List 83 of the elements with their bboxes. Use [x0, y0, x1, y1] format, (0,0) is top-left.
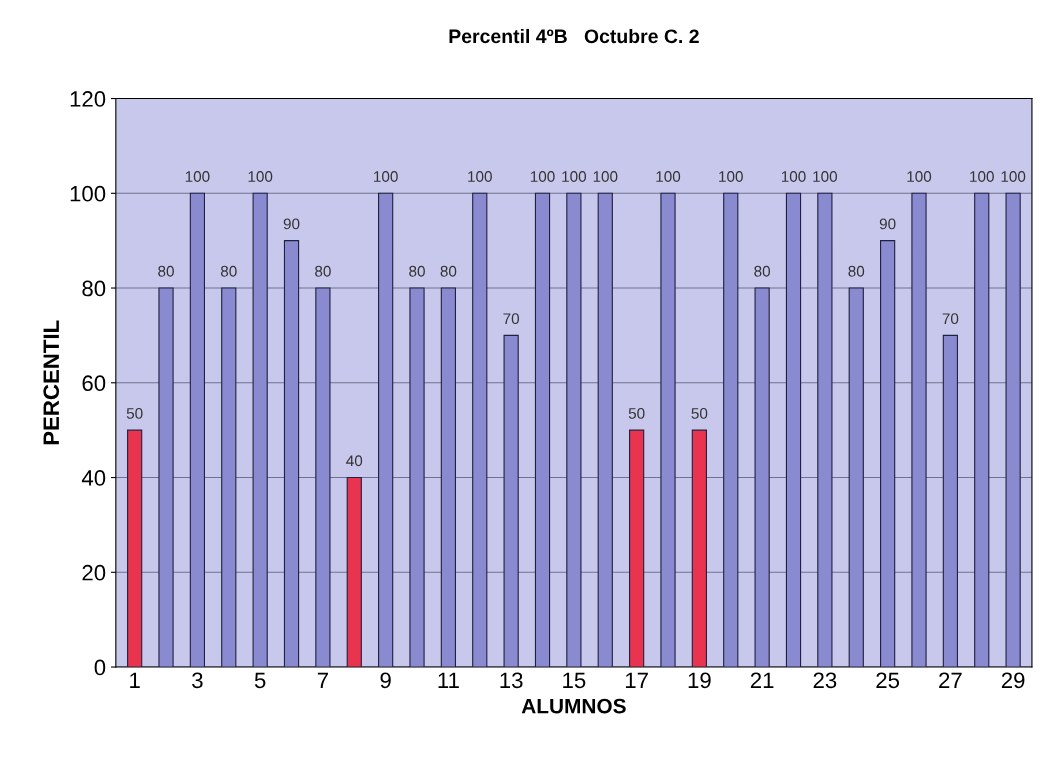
- bar: [566, 192, 582, 668]
- x-tick-label: 29: [1001, 672, 1025, 689]
- data-label: 100: [907, 171, 932, 182]
- y-axis-title: PERCENTIL: [43, 320, 60, 445]
- x-tick-label: 5: [254, 672, 266, 689]
- bar: [848, 287, 864, 668]
- data-label: 100: [530, 171, 555, 182]
- x-tick-label: 25: [876, 672, 900, 689]
- y-tick-label: 100: [70, 185, 106, 202]
- data-label: 100: [374, 171, 398, 182]
- bar: [723, 192, 739, 668]
- bar: [252, 192, 268, 668]
- data-label: 50: [628, 407, 645, 419]
- data-label: 80: [754, 265, 771, 277]
- bar: [754, 287, 770, 668]
- data-label: 50: [126, 407, 143, 419]
- bar: [817, 192, 833, 668]
- data-label: 100: [656, 171, 681, 182]
- y-tick-label: 60: [82, 375, 106, 392]
- x-axis-title: ALUMNOS: [521, 698, 626, 714]
- bar: [346, 476, 362, 668]
- bar: [127, 429, 143, 668]
- y-tick-label: 120: [70, 91, 106, 107]
- x-tick-label: 7: [317, 672, 328, 689]
- x-tick-label: 15: [563, 672, 586, 689]
- x-tick-label: 27: [939, 672, 962, 689]
- bar: [472, 192, 488, 668]
- data-label: 80: [315, 265, 331, 277]
- x-tick-label: 23: [813, 672, 837, 689]
- bar: [1005, 192, 1021, 668]
- data-label: 50: [691, 407, 708, 419]
- data-label: 100: [970, 171, 994, 182]
- bar: [942, 334, 958, 668]
- bar: [221, 287, 237, 668]
- y-tick-label: 80: [82, 280, 106, 297]
- data-label: 70: [503, 313, 520, 325]
- bar: [880, 240, 896, 668]
- bar: [409, 287, 425, 668]
- bar: [691, 429, 707, 668]
- data-label: 100: [1001, 171, 1026, 182]
- bar: [315, 287, 331, 668]
- data-label: 100: [468, 171, 492, 182]
- y-tick-label: 40: [81, 470, 106, 486]
- chart-title: Percentil 4ºB Octubre C. 2: [449, 28, 699, 44]
- data-label: 80: [158, 265, 174, 277]
- data-label: 70: [942, 313, 959, 325]
- data-label: 90: [879, 218, 896, 230]
- x-tick-label: 9: [380, 672, 391, 689]
- data-label: 80: [409, 265, 425, 277]
- data-label: 40: [346, 455, 363, 467]
- data-label: 100: [781, 171, 806, 182]
- y-tick-label: 0: [94, 659, 106, 676]
- data-label: 80: [440, 265, 457, 277]
- x-tick-label: 19: [688, 672, 711, 689]
- bar: [158, 287, 174, 668]
- data-label: 80: [220, 265, 237, 277]
- data-label: 100: [719, 171, 743, 182]
- bar: [440, 287, 457, 668]
- bar: [660, 192, 676, 668]
- x-tick-label: 11: [438, 672, 459, 689]
- bar: [629, 429, 645, 668]
- data-label: 100: [813, 171, 838, 182]
- data-label: 80: [848, 265, 865, 277]
- data-label: 100: [185, 171, 210, 182]
- bar: [597, 192, 613, 668]
- x-tick-label: 3: [192, 672, 203, 689]
- bar: [785, 192, 802, 668]
- bar: [974, 192, 990, 668]
- bar: [503, 334, 519, 668]
- bar: [283, 240, 300, 668]
- bar: [189, 192, 206, 668]
- data-label: 100: [248, 171, 273, 182]
- x-tick-label: 21: [750, 672, 774, 689]
- bar: [534, 192, 551, 668]
- data-label: 100: [593, 171, 618, 182]
- y-tick-label: 20: [82, 564, 106, 581]
- data-label: 100: [562, 171, 587, 182]
- data-label: 90: [283, 218, 300, 230]
- bar: [378, 192, 394, 668]
- x-tick-label: 13: [500, 672, 523, 689]
- bar: [911, 192, 927, 668]
- x-tick-label: 1: [130, 672, 140, 689]
- x-tick-label: 17: [625, 672, 648, 689]
